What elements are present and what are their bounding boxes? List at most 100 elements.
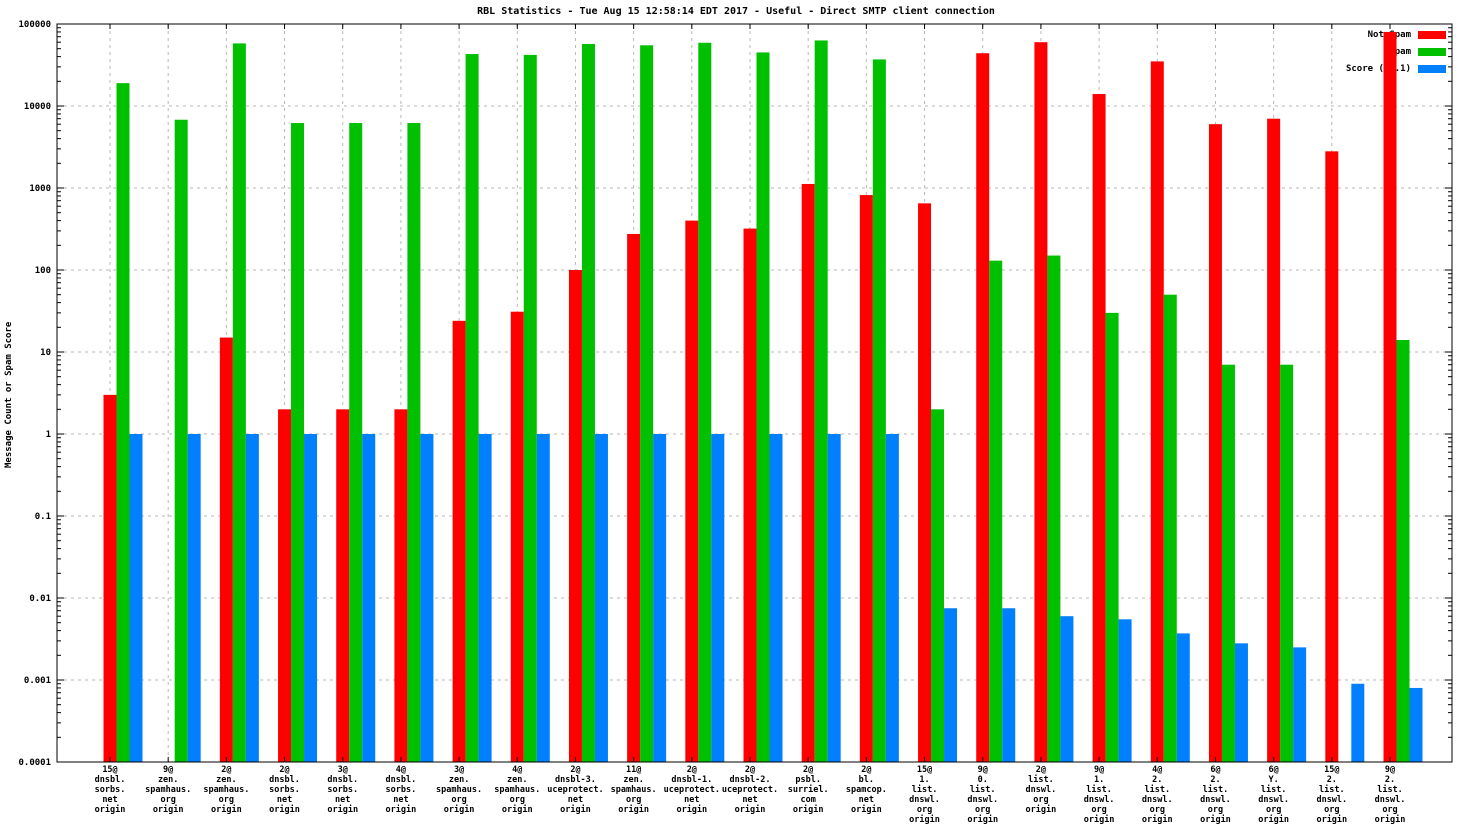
bar-spam <box>232 43 246 762</box>
y-tick-label: 0.1 <box>35 512 51 522</box>
bar-score-0-1 <box>187 434 201 762</box>
bar-not-spam <box>452 320 466 762</box>
bar-not-spam <box>685 220 699 762</box>
bar-spam <box>349 123 363 763</box>
bar-spam <box>814 40 828 762</box>
legend-swatch-spam <box>1418 48 1446 56</box>
x-category-label: 9@ 1. list. dnswl. org origin <box>1084 765 1115 825</box>
bar-score-0-1 <box>304 434 318 762</box>
bar-spam <box>872 59 886 762</box>
y-tick-label: 1 <box>46 430 51 440</box>
y-tick-label: 10000 <box>24 102 51 112</box>
x-category-label: 2@ dnsbl-3. uceprotect. net origin <box>547 765 603 815</box>
bar-not-spam <box>219 337 233 762</box>
bar-spam <box>640 45 654 762</box>
bar-score-0-1 <box>711 434 725 762</box>
bar-score-0-1 <box>1293 647 1307 762</box>
x-category-label: 15@ dnsbl. sorbs. net origin <box>95 765 126 815</box>
bar-spam <box>756 52 770 762</box>
x-category-label: 4@ 2. list. dnswl. org origin <box>1142 765 1173 825</box>
x-category-label: 2@ zen. spamhaus. org origin <box>203 765 249 815</box>
plot-border <box>56 23 1453 763</box>
bar-not-spam <box>1208 124 1222 763</box>
x-category-label: 3@ zen. spamhaus. org origin <box>436 765 482 815</box>
bar-spam <box>989 260 1003 762</box>
bar-score-0-1 <box>885 434 899 762</box>
y-tick-label: 0.0001 <box>18 758 51 768</box>
legend-swatch-not-spam <box>1418 31 1446 39</box>
y-tick-label: 100000 <box>18 20 51 30</box>
bar-score-0-1 <box>594 434 608 762</box>
bar-spam <box>1396 340 1410 762</box>
bar-score-0-1 <box>536 434 550 762</box>
bar-not-spam <box>1325 151 1339 763</box>
bar-not-spam <box>568 270 582 762</box>
x-category-label: 15@ 2. list. dnswl. org origin <box>1316 765 1347 825</box>
x-category-label: 2@ bl. spamcop. net origin <box>846 765 887 815</box>
legend-item-score: Score (0..1) <box>1346 64 1446 74</box>
bar-spam <box>1163 294 1177 762</box>
bar-spam <box>523 54 537 763</box>
x-category-label: 6@ 2. list. dnswl. org origin <box>1200 765 1231 825</box>
y-tick-label: 1000 <box>29 184 51 194</box>
bar-not-spam <box>1034 42 1048 763</box>
x-category-label: 3@ dnsbl. sorbs. net origin <box>327 765 358 815</box>
bar-spam <box>116 83 130 762</box>
y-tick-label: 100 <box>35 266 51 276</box>
x-category-label: 4@ zen. spamhaus. org origin <box>494 765 540 815</box>
bar-score-0-1 <box>362 434 376 762</box>
bar-not-spam <box>336 409 350 762</box>
bar-not-spam <box>859 195 873 762</box>
chart-title: RBL Statistics - Tue Aug 15 12:58:14 EDT… <box>477 6 995 17</box>
y-tick-label: 0.001 <box>24 676 51 686</box>
bar-not-spam <box>1383 31 1397 763</box>
bar-score-0-1 <box>478 434 492 762</box>
x-category-label: 2@ psbl. surriel. com origin <box>788 765 829 815</box>
bar-not-spam <box>918 203 932 762</box>
y-tick-label: 0.01 <box>29 594 51 604</box>
bar-not-spam <box>103 394 117 762</box>
bar-score-0-1 <box>1118 619 1132 762</box>
bar-score-0-1 <box>1409 687 1423 762</box>
bar-spam <box>581 44 595 763</box>
x-category-label: 11@ zen. spamhaus. org origin <box>611 765 657 815</box>
bar-spam <box>291 123 305 763</box>
legend-item-spam: Spam <box>1346 47 1446 57</box>
bar-spam <box>698 42 712 762</box>
legend-label: Spam <box>1389 47 1411 57</box>
bar-score-0-1 <box>944 608 958 762</box>
legend-label: Score (0..1) <box>1345 64 1411 74</box>
bar-spam <box>931 409 945 762</box>
bar-not-spam <box>976 53 990 763</box>
bar-score-0-1 <box>420 434 434 762</box>
bar-not-spam <box>1267 118 1281 762</box>
bar-spam <box>1221 364 1235 762</box>
bar-score-0-1 <box>827 434 841 762</box>
x-category-label: 6@ Y. list. dnswl. org origin <box>1258 765 1289 825</box>
bar-score-0-1 <box>1234 643 1248 762</box>
bar-spam <box>1105 312 1119 762</box>
y-tick-label: 10 <box>40 348 51 358</box>
bar-spam <box>174 119 188 763</box>
legend-swatch-score <box>1418 65 1446 73</box>
bar-not-spam <box>394 409 408 762</box>
bar-not-spam <box>1092 94 1106 762</box>
bar-score-0-1 <box>653 434 667 762</box>
bar-score-0-1 <box>129 434 143 762</box>
x-category-label: 2@ dnsbl. sorbs. net origin <box>269 765 300 815</box>
x-category-label: 2@ dnsbl-1. uceprotect. net origin <box>664 765 720 815</box>
x-category-label: 15@ 1. list. dnswl. org origin <box>909 765 940 825</box>
bar-score-0-1 <box>1002 608 1016 762</box>
bar-not-spam <box>278 409 292 762</box>
bar-not-spam <box>1150 61 1164 763</box>
bar-not-spam <box>510 311 524 762</box>
bar-score-0-1 <box>245 434 259 762</box>
x-category-label: 2@ list. dnswl. org origin <box>1026 765 1057 815</box>
bar-spam <box>465 54 479 762</box>
x-category-label: 9@ zen. spamhaus. org origin <box>145 765 191 815</box>
bar-not-spam <box>801 183 815 763</box>
bar-spam <box>407 123 421 763</box>
bar-score-0-1 <box>769 434 783 762</box>
